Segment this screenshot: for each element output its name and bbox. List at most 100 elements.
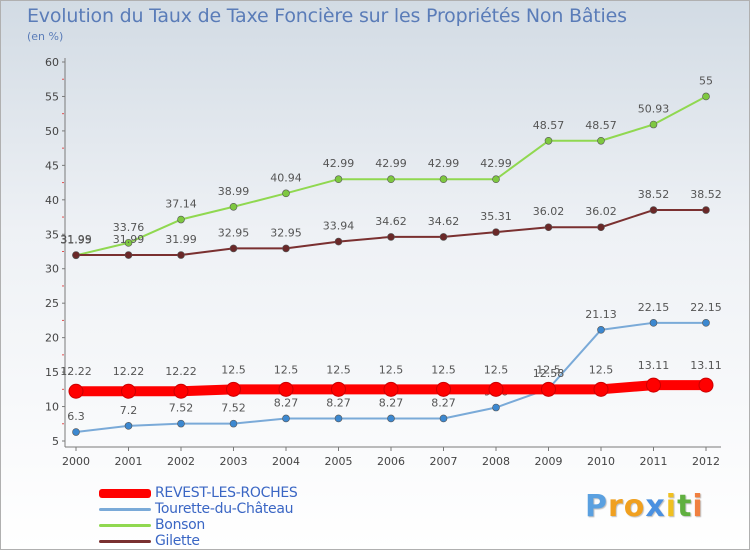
data-label: 12.58 — [533, 367, 565, 380]
x-tick-label: 2010 — [587, 455, 615, 468]
logo-letter: x — [645, 489, 666, 524]
data-point — [488, 381, 504, 397]
x-tick-label: 2011 — [640, 455, 668, 468]
data-point — [387, 175, 395, 184]
data-label: 38.52 — [638, 188, 670, 201]
proxiti-logo: Proxiti — [585, 489, 704, 524]
data-label: 8.27 — [274, 396, 299, 409]
data-label: 13.11 — [638, 359, 670, 372]
data-label: 50.93 — [638, 103, 670, 116]
chart-title: Evolution du Taux de Taxe Foncière sur l… — [27, 5, 627, 27]
data-label: 12.5 — [274, 363, 299, 376]
x-tick-label: 2004 — [272, 455, 300, 468]
x-tick-label: 2002 — [167, 455, 195, 468]
data-point — [649, 206, 658, 214]
data-point — [331, 381, 346, 397]
data-label: 12.5 — [431, 363, 456, 376]
x-tick-label: 2012 — [692, 455, 720, 468]
data-point — [439, 175, 448, 184]
data-label: 38.99 — [218, 185, 250, 198]
data-label: 6.3 — [67, 410, 85, 423]
data-point — [597, 326, 605, 334]
data-point — [177, 215, 185, 224]
logo-letter: r — [608, 489, 624, 524]
data-point — [436, 381, 451, 397]
data-label: 40.94 — [270, 171, 302, 184]
legend-item-tourette: Tourette-du-Château — [99, 501, 297, 517]
legend-label-bonson: Bonson — [155, 517, 205, 533]
data-point — [597, 136, 605, 145]
legend-item-revest: REVEST-LES-ROCHES — [99, 485, 298, 501]
data-point — [698, 377, 714, 393]
data-point — [387, 233, 395, 241]
y-tick-label: 30 — [45, 263, 59, 276]
data-point — [229, 202, 238, 211]
data-label: 38.52 — [690, 188, 722, 201]
data-label: 13.11 — [690, 359, 722, 372]
data-point — [226, 381, 241, 397]
x-tick-label: 2007 — [430, 455, 458, 468]
data-label: 35.31 — [480, 210, 512, 223]
data-label: 32.95 — [218, 226, 250, 239]
data-label: 36.02 — [585, 205, 617, 218]
logo-letter: t — [677, 489, 693, 524]
x-tick-label: 2008 — [482, 455, 510, 468]
data-label: 37.14 — [165, 198, 197, 211]
data-label: 8.27 — [379, 396, 404, 409]
y-tick-label: 20 — [45, 332, 59, 345]
data-point — [597, 223, 605, 232]
data-label: 12.5 — [221, 363, 246, 376]
data-label: 42.99 — [480, 157, 512, 170]
data-label: 48.57 — [533, 119, 565, 132]
y-tick-label: 40 — [45, 194, 59, 207]
data-point — [593, 381, 609, 397]
data-label: 12.22 — [165, 365, 197, 378]
data-point — [282, 244, 290, 253]
data-label: 33.76 — [113, 221, 145, 234]
y-tick-label: 55 — [45, 90, 59, 103]
legend: REVEST-LES-ROCHES Tourette-du-Château Bo… — [99, 485, 298, 549]
data-label: 31.99 — [165, 233, 197, 246]
data-point — [68, 383, 84, 399]
logo-letter: o — [623, 489, 646, 524]
data-point — [177, 251, 185, 259]
data-point — [229, 244, 238, 253]
logo-letter: P — [585, 489, 608, 524]
data-label: 32.95 — [270, 226, 302, 239]
data-label: 21.13 — [585, 308, 617, 321]
data-label: 31.99 — [113, 233, 145, 246]
legend-swatch-bonson — [99, 523, 151, 527]
logo-letter: i — [665, 489, 678, 524]
data-point — [492, 403, 500, 412]
legend-label-revest: REVEST-LES-ROCHES — [155, 485, 298, 501]
data-label: 12.5 — [326, 363, 351, 376]
legend-item-gilette: Gilette — [99, 533, 297, 549]
data-point — [278, 381, 294, 397]
data-label: 7.2 — [120, 404, 138, 417]
data-point — [387, 414, 395, 423]
data-label: 7.52 — [221, 402, 246, 415]
data-point — [124, 422, 133, 430]
data-label: 48.57 — [585, 119, 617, 132]
data-label: 55 — [699, 74, 713, 87]
data-label: 12.5 — [379, 363, 404, 376]
data-point — [282, 189, 290, 198]
data-point — [492, 228, 500, 236]
data-label: 22.15 — [690, 301, 722, 314]
data-point — [121, 383, 136, 399]
x-tick-label: 2001 — [115, 455, 143, 468]
data-label: 33.94 — [323, 220, 355, 233]
data-label: 34.62 — [428, 215, 460, 228]
data-point — [544, 223, 553, 232]
x-tick-label: 2006 — [377, 455, 405, 468]
y-tick-label: 5 — [52, 435, 59, 448]
data-point — [334, 237, 343, 246]
data-point — [702, 319, 710, 327]
legend-swatch-tourette — [99, 507, 151, 511]
data-label: 34.62 — [375, 215, 407, 228]
legend-swatch-revest — [99, 488, 151, 498]
data-point — [646, 377, 661, 393]
data-point — [334, 414, 343, 423]
